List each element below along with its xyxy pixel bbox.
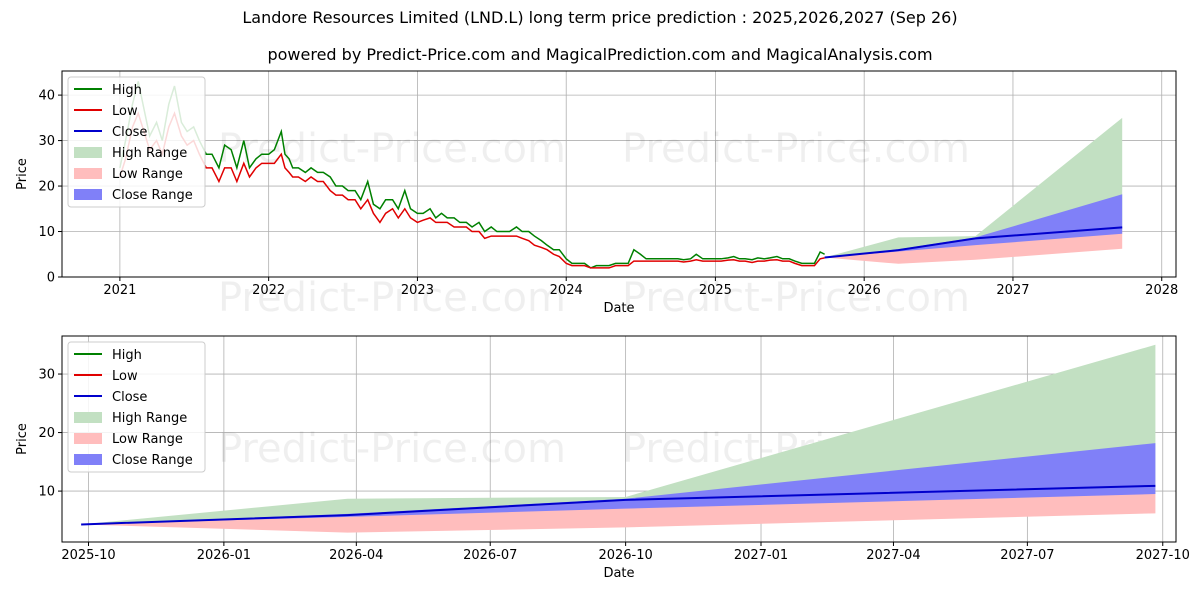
y-axis-label: Price bbox=[15, 158, 30, 190]
x-tick-label: 2028 bbox=[1145, 283, 1178, 298]
chart-subtitle: powered by Predict-Price.com and Magical… bbox=[267, 45, 933, 64]
x-tick-label: 2022 bbox=[252, 283, 285, 298]
y-tick-label: 30 bbox=[38, 134, 55, 149]
close-series-line bbox=[81, 484, 1156, 526]
x-tick-label: 2026-10 bbox=[598, 548, 652, 563]
x-tick-label: 2027 bbox=[996, 283, 1029, 298]
x-tick-label: 2027-04 bbox=[866, 548, 920, 563]
legend-label: Close bbox=[112, 125, 147, 140]
x-tick-label: 2026-01 bbox=[197, 548, 251, 563]
x-axis-label: Date bbox=[603, 301, 634, 316]
x-tick-label: 2023 bbox=[401, 283, 434, 298]
legend-swatch bbox=[74, 189, 102, 200]
watermark: Predict-Price.com bbox=[622, 126, 970, 172]
legend: High Low Close High Range Low Range Close Ran… bbox=[67, 341, 206, 473]
close-series-line bbox=[824, 226, 1123, 259]
low-series-line bbox=[119, 111, 825, 269]
legend-box bbox=[67, 341, 206, 473]
y-tick-label: 20 bbox=[38, 426, 55, 441]
close-range-area bbox=[824, 194, 1123, 258]
x-tick-label: 2025-10 bbox=[61, 548, 115, 563]
y-tick-label: 10 bbox=[38, 225, 55, 240]
legend-label: High bbox=[112, 83, 142, 98]
legend-label: Low Range bbox=[112, 432, 183, 447]
plot-frame bbox=[61, 335, 1177, 543]
legend-label: Close Range bbox=[112, 188, 193, 203]
legend-label: Close bbox=[112, 390, 147, 405]
watermark: Predict-Price.com bbox=[218, 426, 566, 472]
y-tick-label: 0 bbox=[47, 271, 55, 286]
chart-title: Landore Resources Limited (LND.L) long t… bbox=[242, 8, 958, 27]
legend-label: High Range bbox=[112, 146, 187, 161]
x-tick-label: 2024 bbox=[550, 283, 583, 298]
x-tick-label: 2026-07 bbox=[463, 548, 517, 563]
watermark: Predict-Price.com bbox=[622, 275, 970, 321]
legend-swatch bbox=[74, 454, 102, 465]
legend-label: High Range bbox=[112, 411, 187, 426]
x-axis-label: Date bbox=[603, 566, 634, 581]
legend-swatch bbox=[74, 147, 102, 158]
close-range-area bbox=[81, 443, 1156, 525]
legend: High Low Close High Range Low Range Close Ran… bbox=[67, 76, 206, 208]
x-tick-label: 2027-10 bbox=[1136, 548, 1190, 563]
plot-frame bbox=[61, 70, 1177, 278]
legend-label: High bbox=[112, 348, 142, 363]
legend-label: Close Range bbox=[112, 453, 193, 468]
x-tick-label: 2027-01 bbox=[734, 548, 788, 563]
y-tick-label: 40 bbox=[38, 89, 55, 104]
x-tick-label: 2027-07 bbox=[1000, 548, 1054, 563]
x-tick-label: 2026 bbox=[848, 283, 881, 298]
watermark: Predict-Price.com bbox=[218, 275, 566, 321]
plot-area bbox=[81, 344, 1156, 533]
watermark: Predict-Price.com bbox=[218, 126, 566, 172]
x-tick-label: 2021 bbox=[103, 283, 136, 298]
legend-label: Low bbox=[112, 369, 138, 384]
y-axis-label: Price bbox=[15, 423, 30, 455]
y-tick-label: 30 bbox=[38, 368, 55, 383]
x-tick-label: 2026-04 bbox=[329, 548, 383, 563]
y-tick-label: 10 bbox=[38, 485, 55, 500]
plot-area bbox=[119, 81, 1123, 269]
legend-swatch bbox=[74, 433, 102, 444]
legend-swatch bbox=[74, 168, 102, 179]
legend-box bbox=[67, 76, 206, 208]
y-tick-label: 20 bbox=[38, 180, 55, 195]
legend-swatch bbox=[74, 412, 102, 423]
x-tick-label: 2025 bbox=[699, 283, 732, 298]
legend-label: Low bbox=[112, 104, 138, 119]
legend-label: Low Range bbox=[112, 167, 183, 182]
high-series-line bbox=[119, 81, 825, 269]
